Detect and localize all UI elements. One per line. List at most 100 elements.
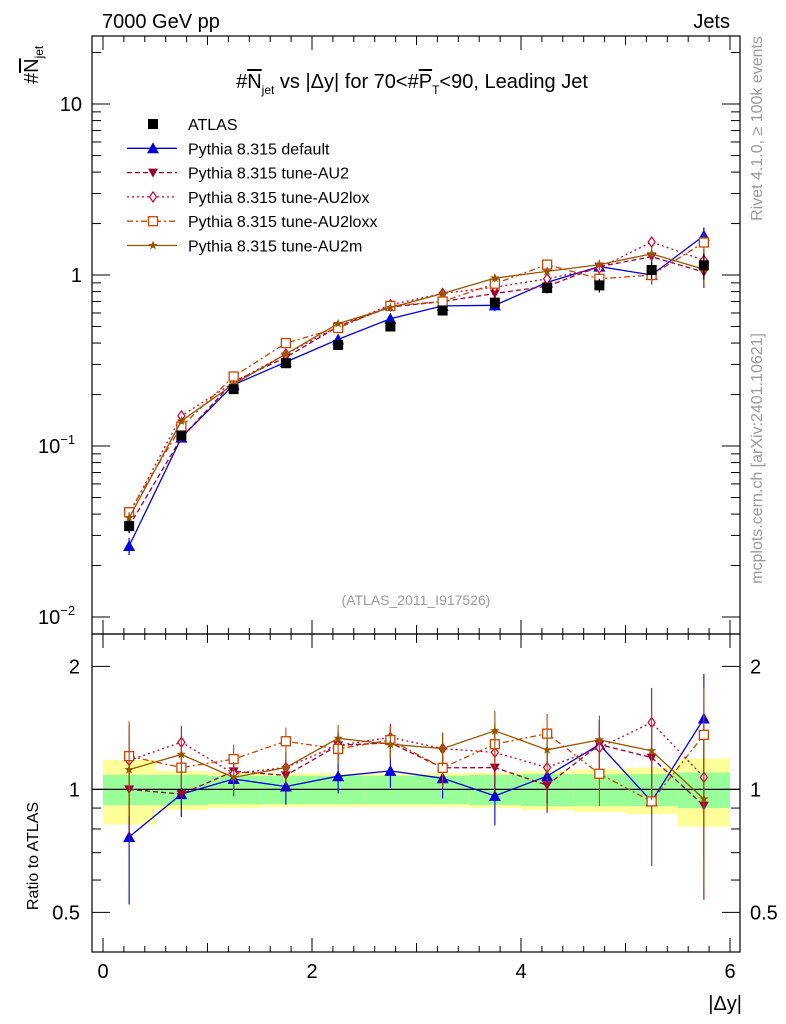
ratio-point [228,772,239,782]
legend: ATLAS Pythia 8.315 default Pythia 8.315 tu… [127,117,377,256]
data-point [647,235,656,249]
y-label-n: N [21,58,43,72]
ratio-plot-area [123,673,710,905]
legend-label: Pythia 8.315 tune-AU2lox [188,190,369,207]
data-point [124,521,135,532]
legend-marker [148,240,158,250]
legend-marker [148,190,158,203]
ratio-point [699,794,709,803]
data-point [176,430,187,441]
ratio-point [594,734,605,744]
data-point [385,302,396,312]
legend-marker [147,142,159,154]
data-point [646,248,657,258]
ratio-point [698,729,710,741]
y-tick-label: 10−1 [38,432,75,458]
rivet-version-label: Rivet 4.1.0, ≥ 100k events [749,36,766,221]
ratio-line-au2loxx [128,732,705,803]
legend-label: Pythia 8.315 tune-AU2m [188,239,362,256]
data-point [280,337,292,349]
ratio-point [176,790,187,800]
series-line-au2lox [128,241,705,515]
data-point [698,260,709,271]
y-label-sub: jet [32,45,46,59]
series-line-au2 [128,256,705,527]
data-point [646,265,657,276]
y-tick-label: 10 [60,94,82,116]
series-default [123,227,710,556]
legend-entry-data: ATLAS [148,117,238,134]
legend-marker [148,168,158,178]
ratio-tick-label-left: 0.5 [52,902,80,924]
data-point [123,540,136,552]
ratio-point [542,744,552,754]
x-tick-label: 4 [515,961,526,983]
main-y-axis-label: #Njet [21,45,46,84]
ratio-tick-label-right: 0.5 [750,902,778,924]
ratio-point [385,739,396,749]
data-point [489,289,500,299]
ratio-point [646,745,657,755]
data-point [281,349,291,359]
series-au2lox [124,235,709,521]
legend-entry-default: Pythia 8.315 default [127,141,330,158]
y-tick-label: 1 [71,265,82,287]
ratio-line-au2 [129,742,705,807]
ratio-point [281,762,291,772]
data-point [333,318,343,328]
legend-label: Pythia 8.315 default [188,141,330,158]
series-au2 [124,250,709,533]
data-point [698,237,710,248]
legend-entry-au2lox: Pythia 8.315 tune-AU2lox [127,190,369,207]
energy-label: 7000 GeV pp [102,11,220,33]
ratio-line-au2m [128,730,705,800]
x-tick-label: 2 [306,961,317,983]
y-tick-label: 10−2 [38,603,75,629]
ratio-tick-label-right: 2 [750,656,761,678]
data-point [228,379,239,389]
data-point [384,312,397,324]
data-point [385,321,396,332]
data-point [176,416,187,426]
x-tick-label: 0 [97,961,108,983]
process-label: Jets [693,11,730,33]
x-axis-label: |Δy| [708,993,742,1015]
ratio-point [332,770,345,782]
axes: 0 2 4 6 10−2 10−1 1 10 0.5 0.5 1 1 2 2 [38,35,778,983]
data-point [489,297,500,308]
legend-label: ATLAS [188,117,238,134]
ratio-tick-label-left: 2 [69,656,80,678]
series-line-default [128,235,705,547]
ratio-tick-label-right: 1 [750,779,761,801]
data-point [333,339,344,350]
ratio-line-default [128,718,705,838]
data-point [490,273,500,283]
ratio-point [488,789,501,801]
legend-label: Pythia 8.315 tune-AU2 [188,166,349,183]
analysis-watermark: (ATLAS_2011_I917526) [342,592,491,608]
series-au2m [124,247,709,524]
ratio-y-axis-label: Ratio to ATLAS [25,802,42,910]
series-data [124,253,709,533]
ratio-point [437,743,448,753]
ratio-point [280,736,292,747]
x-tick-label: 6 [724,961,735,983]
ratio-point [176,749,187,759]
data-point [542,266,552,276]
legend-entry-au2loxx: Pythia 8.315 tune-AU2loxx [127,214,377,231]
ratio-point [490,725,500,735]
ratio-point [594,768,605,779]
data-point [437,305,448,316]
ratio-point [124,764,134,774]
data-point [124,512,134,522]
data-point [542,282,553,293]
data-point [594,259,605,269]
ratio-series-au2m [124,711,709,890]
legend-marker [147,216,159,227]
y-label-hash: # [21,72,43,84]
data-point [594,280,605,291]
data-point [437,288,448,298]
ratio-point [384,764,397,776]
ratio-line-au2lox [128,721,705,778]
